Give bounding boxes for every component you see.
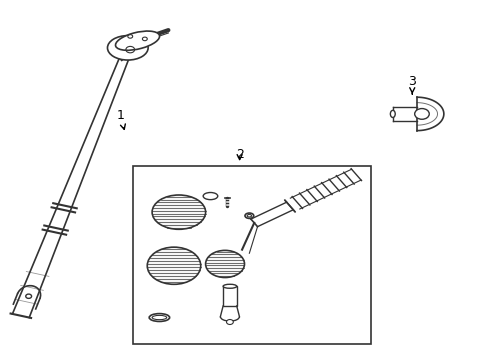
Ellipse shape	[149, 314, 169, 321]
Ellipse shape	[203, 193, 217, 200]
Ellipse shape	[223, 284, 236, 288]
Ellipse shape	[152, 315, 166, 320]
Ellipse shape	[205, 250, 244, 278]
Ellipse shape	[226, 319, 233, 324]
Text: 3: 3	[407, 75, 415, 94]
Ellipse shape	[152, 195, 205, 229]
Ellipse shape	[115, 31, 159, 50]
Bar	[223, 286, 236, 306]
Bar	[132, 166, 370, 344]
Ellipse shape	[246, 215, 251, 217]
Text: 1: 1	[116, 109, 125, 129]
Ellipse shape	[147, 247, 201, 284]
Ellipse shape	[414, 109, 428, 119]
Text: 2: 2	[235, 148, 243, 162]
Ellipse shape	[107, 36, 148, 60]
Ellipse shape	[244, 213, 253, 219]
Ellipse shape	[389, 111, 394, 117]
